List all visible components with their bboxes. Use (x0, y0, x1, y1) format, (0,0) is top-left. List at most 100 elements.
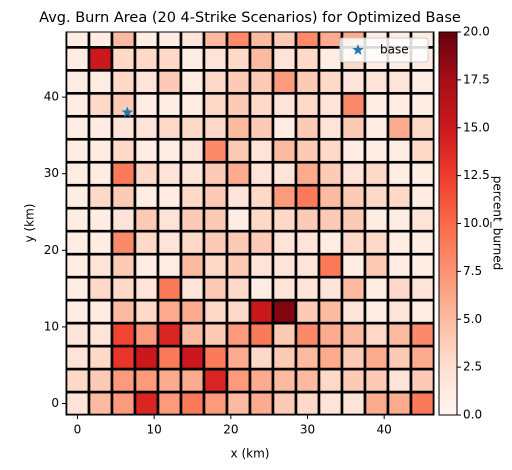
heatmap-cell (340, 137, 367, 164)
heatmap-cell (87, 390, 114, 415)
heatmap-cell (317, 137, 344, 164)
heatmap-cell (363, 321, 390, 348)
y-tick-label: 20 (44, 243, 59, 257)
heatmap-cell (202, 160, 229, 187)
heatmap-cell (110, 298, 137, 325)
heatmap-cell (133, 183, 160, 210)
heatmap-cell (294, 229, 321, 256)
heatmap-cell (179, 298, 206, 325)
heatmap-cell (317, 32, 344, 49)
heatmap-cell (179, 46, 206, 72)
heatmap-cell (202, 367, 229, 394)
heatmap-cell (133, 275, 160, 302)
heatmap-cell (409, 321, 434, 348)
heatmap-cell (66, 390, 91, 415)
heatmap-cell (271, 160, 298, 187)
colorbar-tick-label: 0.0 (463, 408, 482, 422)
heatmap-cell (66, 69, 91, 95)
heatmap-cell (386, 69, 413, 95)
heatmap-cell (248, 275, 275, 302)
heatmap-cell (225, 321, 252, 348)
heatmap-cell (156, 321, 183, 348)
legend-marker (352, 44, 364, 55)
heatmap-cell (202, 91, 229, 118)
heatmap-cell (202, 137, 229, 164)
heatmap-cell (110, 321, 137, 348)
heatmap-cell (156, 390, 183, 415)
heatmap-cell (317, 229, 344, 256)
heatmap-cell (409, 298, 434, 325)
heatmap-cell (225, 46, 252, 72)
heatmap-cell (386, 367, 413, 394)
x-tick-label: 0 (74, 423, 82, 437)
heatmap-cell (225, 367, 252, 394)
heatmap-cell (248, 137, 275, 164)
heatmap-cell (156, 344, 183, 371)
heatmap-cell (110, 91, 137, 118)
colorbar-label: percent_burned (491, 176, 505, 271)
heatmap-cell (110, 344, 137, 371)
heatmap-cell (133, 91, 160, 118)
heatmap-cell (340, 183, 367, 210)
heatmap-cell (340, 344, 367, 371)
heatmap-cell (179, 229, 206, 256)
heatmap-cell (294, 321, 321, 348)
heatmap-cell (66, 206, 91, 233)
heatmap-cell (225, 69, 252, 95)
heatmap-cell (386, 183, 413, 210)
heatmap-cell (363, 252, 390, 279)
heatmap-cell (317, 321, 344, 348)
heatmap-cell (225, 114, 252, 141)
heatmap-cell (133, 229, 160, 256)
heatmap-cell (409, 91, 434, 118)
heatmap-cell (248, 69, 275, 95)
heatmap-cell (225, 275, 252, 302)
heatmap-cell (294, 367, 321, 394)
heatmap-cell (363, 298, 390, 325)
heatmap-cell (317, 344, 344, 371)
heatmap-cell (317, 69, 344, 95)
heatmap-cell (179, 183, 206, 210)
y-tick-label: 40 (44, 90, 59, 104)
heatmap-cell (271, 183, 298, 210)
heatmap-cell (66, 252, 91, 279)
heatmap-cell (386, 137, 413, 164)
heatmap-cell (409, 344, 434, 371)
plot-frame (65, 31, 435, 416)
heatmap-cell (386, 114, 413, 141)
heatmap-cell (363, 229, 390, 256)
heatmap-cell (110, 252, 137, 279)
heatmap-cell (87, 137, 114, 164)
heatmap-cell (248, 160, 275, 187)
heatmap-cell (248, 298, 275, 325)
heatmap-cell (271, 32, 298, 49)
heatmap-cell (271, 367, 298, 394)
y-axis-label: y (km) (23, 204, 37, 243)
heatmap-cell (340, 321, 367, 348)
heatmap-cell (66, 183, 91, 210)
heatmap-cell (133, 46, 160, 72)
heatmap-cell (225, 229, 252, 256)
heatmap-cell (271, 275, 298, 302)
heatmap-cell (202, 46, 229, 72)
heatmap-cell (179, 206, 206, 233)
heatmap-cell (87, 367, 114, 394)
heatmap-cell (66, 160, 91, 187)
heatmap-cell (66, 321, 91, 348)
heatmap-cell (156, 114, 183, 141)
heatmap-cell (179, 160, 206, 187)
heatmap-cell (340, 114, 367, 141)
heatmap-cell (317, 275, 344, 302)
heatmap-cell (225, 160, 252, 187)
heatmap-cell (202, 183, 229, 210)
heatmap-cell (409, 137, 434, 164)
heatmap-cell (225, 137, 252, 164)
heatmap-cell (87, 344, 114, 371)
base-marker (121, 106, 133, 118)
heatmap-cell (87, 298, 114, 325)
heatmap-cell (409, 69, 434, 95)
heatmap-cell (110, 390, 137, 415)
heatmap-cell (363, 114, 390, 141)
heatmap-cell (179, 91, 206, 118)
heatmap-cell (156, 275, 183, 302)
